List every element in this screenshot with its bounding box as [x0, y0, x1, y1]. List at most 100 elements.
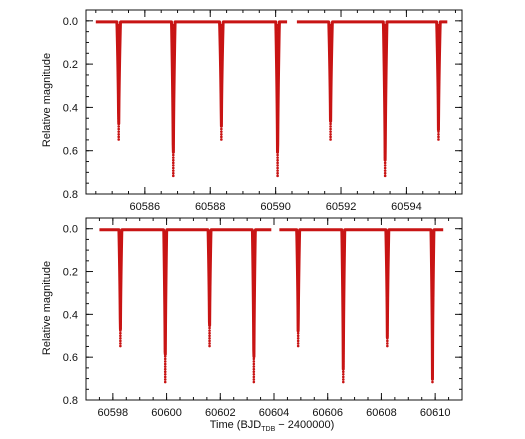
data-point	[431, 316, 434, 320]
data-point	[437, 109, 440, 113]
data-point	[220, 138, 223, 141]
data-point	[386, 259, 389, 263]
data-point	[208, 270, 211, 273]
data-point	[431, 254, 434, 258]
data-point	[431, 321, 434, 325]
data-point	[383, 88, 387, 92]
data-point	[383, 117, 387, 120]
data-point	[119, 249, 122, 253]
data-point	[383, 140, 387, 144]
data-point	[431, 236, 434, 240]
data-point	[171, 96, 175, 100]
data-point	[163, 355, 167, 358]
data-point	[437, 96, 440, 100]
data-point	[117, 125, 120, 128]
data-point	[383, 132, 387, 136]
data-point	[437, 73, 440, 76]
data-point	[341, 295, 345, 299]
data-point	[163, 331, 167, 335]
data-point	[296, 262, 300, 266]
data-point	[341, 306, 345, 309]
data-point	[383, 166, 387, 170]
data-point	[208, 290, 211, 294]
x-tick-label: 60598	[98, 407, 129, 419]
data-point	[329, 29, 332, 32]
data-point	[437, 68, 440, 71]
data-point	[220, 29, 223, 32]
data-point	[386, 311, 389, 314]
data-point	[171, 125, 175, 128]
data-point	[220, 57, 223, 61]
bottom-y-axis-label: Relative magnitude	[41, 261, 53, 355]
data-point	[252, 265, 256, 268]
data-point	[171, 29, 175, 32]
data-point	[252, 252, 256, 255]
data-point	[383, 78, 387, 82]
data-point	[119, 244, 122, 248]
data-point	[276, 164, 279, 167]
data-point	[252, 324, 256, 327]
data-point	[208, 272, 211, 276]
data-point	[383, 34, 387, 37]
data-point	[329, 52, 332, 56]
data-point	[117, 117, 120, 120]
data-point	[208, 311, 211, 314]
data-point	[171, 23, 175, 27]
data-point	[431, 313, 434, 317]
data-point	[163, 267, 167, 271]
data-point	[117, 122, 120, 126]
data-point	[208, 239, 211, 242]
x-tick-label: 60594	[391, 201, 422, 213]
data-point	[252, 342, 256, 345]
data-point	[119, 272, 122, 276]
data-point	[252, 311, 256, 314]
data-point	[220, 23, 223, 27]
data-point	[341, 270, 345, 273]
data-point	[437, 117, 440, 120]
data-point	[341, 370, 345, 374]
data-point	[220, 34, 223, 37]
data-point	[171, 81, 175, 84]
data-point	[431, 370, 434, 374]
data-point	[252, 249, 256, 253]
light-curve-segment	[295, 20, 449, 162]
data-point	[386, 234, 389, 237]
data-point	[341, 362, 345, 366]
data-point	[276, 44, 279, 48]
data-point	[171, 75, 175, 79]
data-point	[220, 81, 223, 84]
data-point	[220, 130, 223, 133]
data-point	[119, 288, 122, 291]
data-point	[329, 122, 332, 126]
data-point	[220, 39, 223, 43]
data-point	[171, 88, 175, 92]
data-point	[252, 373, 256, 376]
data-point	[220, 62, 223, 66]
data-point	[276, 55, 279, 58]
data-point	[171, 65, 175, 69]
data-point	[171, 39, 175, 43]
data-point	[220, 68, 223, 71]
data-point	[276, 57, 279, 61]
data-point	[220, 83, 223, 87]
data-point	[383, 47, 387, 50]
data-point	[163, 357, 167, 361]
data-point	[329, 65, 332, 69]
data-point	[341, 329, 345, 332]
data-point	[220, 52, 223, 56]
data-point	[276, 166, 279, 170]
data-point	[431, 331, 434, 335]
data-point	[431, 319, 434, 322]
data-point	[296, 283, 300, 286]
data-point	[171, 161, 175, 165]
data-point	[383, 106, 387, 110]
data-point	[296, 275, 300, 278]
data-point	[341, 272, 345, 276]
data-point	[386, 231, 389, 235]
data-point	[276, 101, 279, 105]
data-point	[276, 49, 279, 53]
data-point	[329, 91, 332, 94]
data-point	[119, 267, 122, 271]
data-point	[252, 290, 256, 294]
data-point	[276, 135, 279, 139]
